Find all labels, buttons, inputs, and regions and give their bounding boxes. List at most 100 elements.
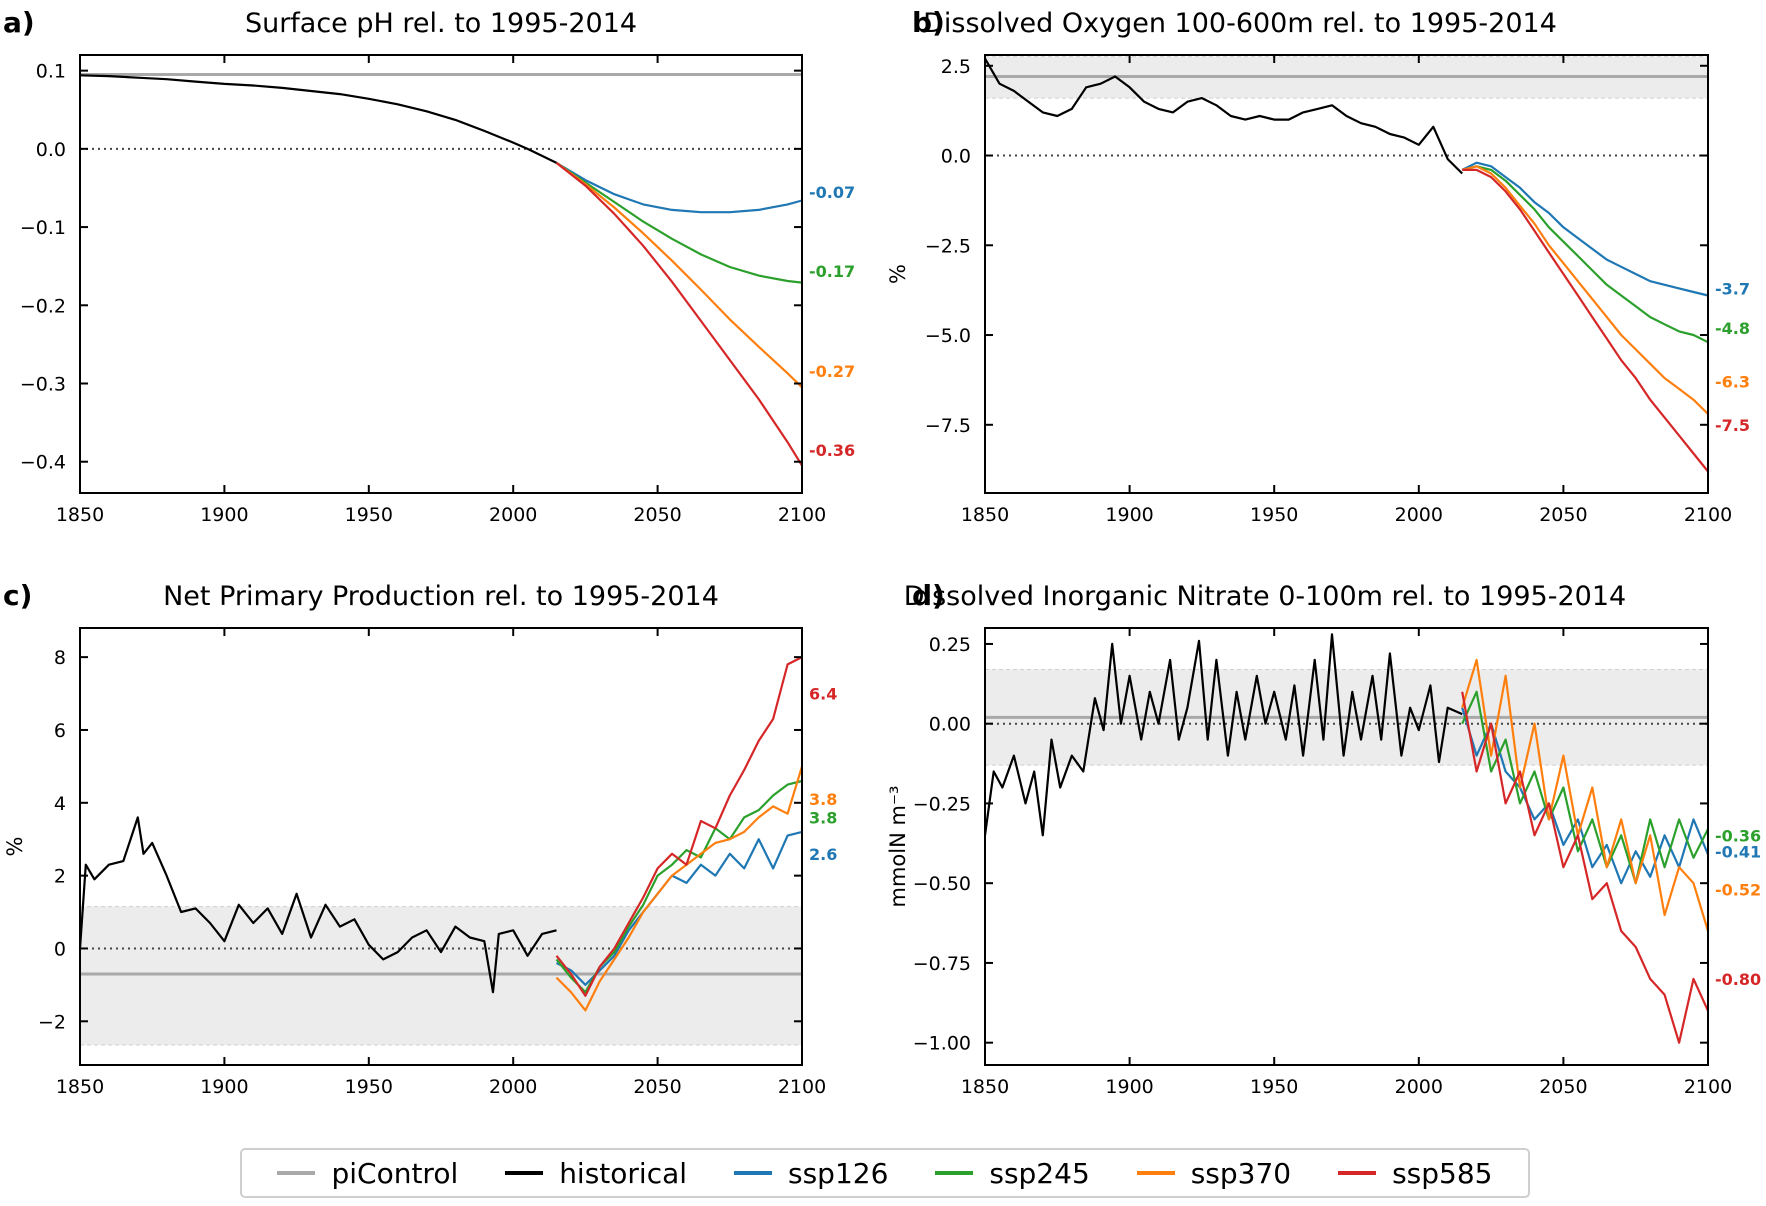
y-tick-label: −5.0 xyxy=(925,325,971,347)
panel-b: 1850 1900 1950 2000 2050 2100 2.5 0.0 −2.5 −5.0 −7… xyxy=(886,6,1750,526)
y-axis-label: mmolN m⁻³ xyxy=(886,786,910,908)
end-value-ssp585: 6.4 xyxy=(809,685,837,704)
x-tick-label: 1950 xyxy=(1250,504,1298,526)
ssp370-series xyxy=(1461,658,1710,932)
y-tick-label: −0.2 xyxy=(20,295,66,317)
x-tick-label: 1900 xyxy=(200,1076,248,1098)
end-value-ssp585: -0.36 xyxy=(809,441,855,460)
y-tick-label: 0.1 xyxy=(36,61,66,83)
ssp126-series xyxy=(555,161,803,214)
x-tick-label: 1950 xyxy=(345,504,393,526)
legend-label: ssp370 xyxy=(1190,1156,1292,1190)
y-axis-label: % xyxy=(886,264,910,284)
y-tick-label: 2 xyxy=(54,866,66,888)
x-tick-label: 2050 xyxy=(633,1076,681,1098)
historical-series xyxy=(79,74,557,164)
end-value-ssp126: -0.41 xyxy=(1715,842,1761,861)
x-tick-label: 2050 xyxy=(1539,504,1587,526)
picontrol-band xyxy=(80,906,802,1045)
end-value-ssp585: -0.80 xyxy=(1715,970,1761,989)
end-value-ssp245: -0.36 xyxy=(1715,826,1761,845)
end-value-ssp370: -6.3 xyxy=(1715,373,1750,392)
ssp245-series xyxy=(555,161,803,284)
y-tick-label: −2.5 xyxy=(925,235,971,257)
x-tick-label: 2000 xyxy=(489,504,537,526)
y-tick-label: −0.4 xyxy=(20,452,66,474)
historical-series xyxy=(984,58,1463,175)
ssp370-series xyxy=(1461,165,1709,415)
ssp126-series xyxy=(1461,707,1710,885)
x-tick-label: 1900 xyxy=(1105,1076,1153,1098)
x-tick-label: 2100 xyxy=(778,1076,826,1098)
legend-item-piControl: piControl xyxy=(277,1157,458,1190)
x-tick-label: 2050 xyxy=(1539,1076,1587,1098)
legend-swatch xyxy=(734,1171,772,1175)
panel-a: 1850 1900 1950 2000 2050 2100 0.1 0.0 −0.1 −0.2 −0… xyxy=(3,6,855,526)
legend-swatch xyxy=(277,1171,316,1175)
x-tick-label: 1850 xyxy=(961,504,1009,526)
x-tick-label: 2050 xyxy=(633,504,681,526)
y-tick-label: 0.25 xyxy=(929,634,971,656)
end-value-ssp245: 3.8 xyxy=(809,808,837,827)
y-tick-label: −0.75 xyxy=(913,953,971,975)
y-tick-label: 2.5 xyxy=(941,56,971,78)
panel-d: 1850 1900 1950 2000 2050 2100 0.25 0.00 −0.25 −0.… xyxy=(886,579,1761,1098)
ssp370-series xyxy=(555,162,803,389)
panel-title: Dissolved Oxygen 100-600m rel. to 1995-2… xyxy=(923,8,1557,39)
axes-frame xyxy=(984,54,1709,494)
end-value-ssp370: -0.52 xyxy=(1715,881,1761,900)
panel-title: Net Primary Production rel. to 1995-2014 xyxy=(163,581,719,612)
legend-label: ssp245 xyxy=(989,1156,1090,1190)
x-tick-label: 1850 xyxy=(961,1076,1009,1098)
y-tick-label: −0.25 xyxy=(913,793,971,815)
panel-letter: b) xyxy=(912,6,945,39)
x-tick-label: 1950 xyxy=(1250,1076,1298,1098)
end-value-ssp245: -4.8 xyxy=(1715,319,1750,338)
axes-frame xyxy=(984,627,1709,1066)
panel-letter: c) xyxy=(3,579,32,612)
x-tick-label: 1900 xyxy=(1105,504,1153,526)
y-tick-label: 8 xyxy=(54,647,66,669)
end-value-ssp585: -7.5 xyxy=(1715,416,1750,435)
x-tick-label: 2100 xyxy=(778,504,826,526)
legend-item-ssp585: ssp585 xyxy=(1338,1157,1492,1190)
end-value-ssp126: -3.7 xyxy=(1715,279,1750,298)
y-tick-label: −1.00 xyxy=(913,1033,971,1055)
panel-c: 1850 1900 1950 2000 2050 2100 8 6 4 2 0 −2% c) Net Pr… xyxy=(3,579,837,1098)
legend-swatch xyxy=(1338,1171,1377,1175)
legend-swatch xyxy=(935,1171,974,1175)
y-tick-label: −0.1 xyxy=(20,217,66,239)
legend-item-ssp370: ssp370 xyxy=(1136,1156,1292,1190)
x-tick-label: 2000 xyxy=(1395,1076,1443,1098)
y-tick-label: 0.0 xyxy=(36,139,66,161)
end-value-ssp370: 3.8 xyxy=(809,790,837,809)
x-tick-label: 1850 xyxy=(56,504,104,526)
x-tick-label: 1850 xyxy=(56,1076,104,1098)
legend: piControl historical ssp126 ssp245 ssp370 ssp… xyxy=(240,1148,1530,1198)
end-value-ssp245: -0.17 xyxy=(809,262,855,281)
historical-series xyxy=(78,816,557,994)
x-tick-label: 2000 xyxy=(489,1076,537,1098)
axes-frame xyxy=(79,54,803,494)
legend-swatch xyxy=(1136,1171,1175,1175)
historical-series xyxy=(983,633,1463,837)
legend-swatch xyxy=(505,1171,544,1175)
legend-item-historical: historical xyxy=(505,1157,687,1190)
panel-title: Dissolved Inorganic Nitrate 0-100m rel. … xyxy=(904,581,1626,612)
y-tick-label: 0 xyxy=(54,938,66,960)
end-value-ssp126: -0.07 xyxy=(809,183,855,202)
x-tick-label: 2100 xyxy=(1684,1076,1732,1098)
y-tick-label: 4 xyxy=(54,793,66,815)
legend-label: ssp585 xyxy=(1392,1156,1493,1190)
x-tick-label: 1950 xyxy=(345,1076,393,1098)
ssp370-series xyxy=(555,766,804,1012)
ssp245-series xyxy=(1461,690,1709,885)
y-tick-label: 0.0 xyxy=(941,146,971,168)
y-tick-label: −2 xyxy=(38,1011,66,1033)
x-tick-label: 2000 xyxy=(1395,504,1443,526)
legend-label: piControl xyxy=(331,1156,459,1190)
legend-label: historical xyxy=(559,1156,688,1190)
panel-letter: d) xyxy=(912,579,945,612)
legend-label: ssp126 xyxy=(788,1156,889,1190)
y-tick-label: 6 xyxy=(54,720,66,742)
